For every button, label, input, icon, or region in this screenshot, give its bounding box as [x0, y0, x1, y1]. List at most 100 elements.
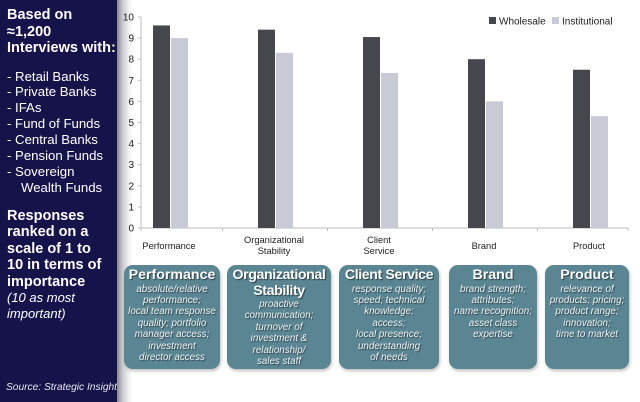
note-line: (10 as most [7, 290, 75, 306]
description-line: turnover of [255, 321, 303, 333]
description-box-brand: Brand brand strength; attributes; name reco… [449, 265, 537, 369]
description-line: time to market [555, 329, 619, 341]
respondent-item: - Fund of Funds [7, 116, 101, 132]
description-line: quality; portfolio [137, 317, 207, 329]
bar-institutional-performance [171, 38, 188, 228]
bar-wholesale-product [573, 69, 590, 228]
description-body: relevance of products; pricing; product ra… [545, 284, 629, 341]
description-line: investment & [250, 333, 308, 345]
bar-institutional-client-service [381, 72, 398, 228]
description-line: investment [148, 340, 196, 352]
description-title: Client Service [339, 267, 439, 284]
y-tick-label: 0 [128, 224, 134, 235]
description-line: asset class [468, 317, 518, 329]
description-body: brand strength; attributes; name recogniti… [449, 284, 537, 341]
bar-chart: 0 1 2 3 4 5 6 7 8 9 10 Performance Organizational St… [123, 13, 629, 256]
y-tick-label: 9 [128, 34, 134, 45]
responses-line: scale of 1 to [7, 240, 91, 257]
responses-line: importance [7, 273, 86, 290]
sidebar-content: Based on ≈1,200 Interviews with: - Retai… [7, 7, 116, 321]
description-line: proactive [259, 299, 299, 310]
description-line: understanding [357, 340, 421, 352]
y-tick-label: 10 [123, 13, 135, 24]
sidebar-panel: Based on ≈1,200 Interviews with: - Retai… [0, 0, 117, 402]
respondent-list: - Retail Banks - Private Banks - IFAs - … [7, 69, 115, 196]
respondent-item: - Sovereign [7, 163, 75, 179]
x-axis [140, 227, 629, 231]
description-title-line: Brand [472, 267, 514, 283]
description-box-organizational-stability: Organizational Stability proactive communic… [227, 265, 331, 369]
description-title-line: Stability [253, 282, 305, 299]
legend-swatch-institutional [552, 17, 559, 24]
description-line: access; [372, 317, 406, 329]
description-line: performance; [143, 294, 201, 306]
survey-intro: Based on ≈1,200 Interviews with: [7, 7, 116, 57]
description-line: expertise [473, 329, 513, 341]
description-line: relevance of [560, 283, 614, 295]
bar-wholesale-organizational-stability [258, 29, 275, 228]
intro-line: ≈1,200 [7, 23, 52, 40]
y-tick-label: 6 [128, 97, 134, 108]
respondent-item: - IFAs [7, 100, 42, 116]
description-line: knowledge; [364, 306, 414, 318]
category-label-line: Product [573, 241, 605, 251]
description-line: name recognition; [454, 306, 532, 318]
bar-institutional-brand [486, 101, 503, 228]
y-tick-label: 5 [128, 118, 134, 129]
scale-note: (10 as most important) [7, 290, 115, 321]
description-line: of needs [370, 351, 408, 363]
description-box-performance: Performance absolute/relative performance;… [124, 265, 220, 369]
description-line: director access [139, 351, 205, 363]
category-label: Performance [142, 241, 195, 251]
category-label: Brand [472, 241, 497, 251]
respondent-item: - Private Banks [7, 84, 97, 100]
note-line: important) [7, 305, 66, 321]
bars [153, 25, 608, 229]
category-label-line: Performance [142, 241, 195, 251]
respondent-continuation: Wealth Funds [21, 179, 103, 195]
description-line: absolute/relative [136, 283, 208, 295]
description-title-line: Performance [128, 267, 216, 283]
category-label-line: Service [363, 246, 394, 256]
bar-institutional-product [591, 116, 608, 228]
category-label: Organizational Stability [244, 235, 304, 256]
description-line: products; pricing; [549, 294, 625, 306]
category-label-line: Brand [472, 241, 497, 251]
description-line: attributes; [471, 294, 515, 306]
description-line: local presence; [356, 329, 422, 341]
description-box-client-service: Client Service response quality; speed; te… [339, 265, 439, 369]
description-body: response quality; speed; technical knowled… [339, 284, 439, 364]
y-tick-label: 8 [128, 55, 134, 66]
y-tick-label: 7 [128, 76, 134, 87]
category-labels: Performance Organizational Stability Client… [142, 235, 605, 256]
description-title: Product [545, 267, 629, 284]
description-line: manager access; [134, 329, 210, 341]
category-label: Product [573, 241, 605, 251]
responses-description: Responses ranked on a scale of 1 to 10 i… [7, 208, 115, 291]
description-title-line: Organizational [232, 267, 326, 283]
y-tick-label: 1 [128, 202, 134, 213]
description-title-line: Product [560, 267, 614, 283]
bar-wholesale-client-service [363, 37, 380, 228]
description-line: sales staff [256, 356, 302, 368]
legend-label-wholesale: Wholesale [499, 17, 546, 28]
description-body: proactive communication; turnover of invest… [227, 299, 331, 367]
legend: Wholesale Institutional [489, 17, 613, 28]
description-line: response quality; [351, 283, 427, 295]
respondent-item: - Central Banks [7, 132, 98, 148]
description-line: communication; [244, 310, 314, 322]
respondent-item: - Pension Funds [7, 148, 104, 164]
description-line: local team response [128, 306, 216, 318]
description-box-product: Product relevance of products; pricing; pro… [545, 265, 629, 369]
legend-label-institutional: Institutional [562, 17, 613, 28]
description-title: Performance [124, 267, 220, 284]
y-tick-label: 3 [128, 160, 134, 171]
responses-line: ranked on a [7, 224, 89, 241]
legend-swatch-wholesale [489, 17, 496, 24]
bar-wholesale-brand [468, 59, 485, 229]
y-tick-label: 4 [128, 139, 134, 150]
category-label-line: Client [367, 235, 391, 245]
respondent-item: - Retail Banks [7, 68, 90, 84]
source-note: Source: Strategic Insight [6, 382, 117, 393]
bar-institutional-organizational-stability [276, 52, 293, 229]
